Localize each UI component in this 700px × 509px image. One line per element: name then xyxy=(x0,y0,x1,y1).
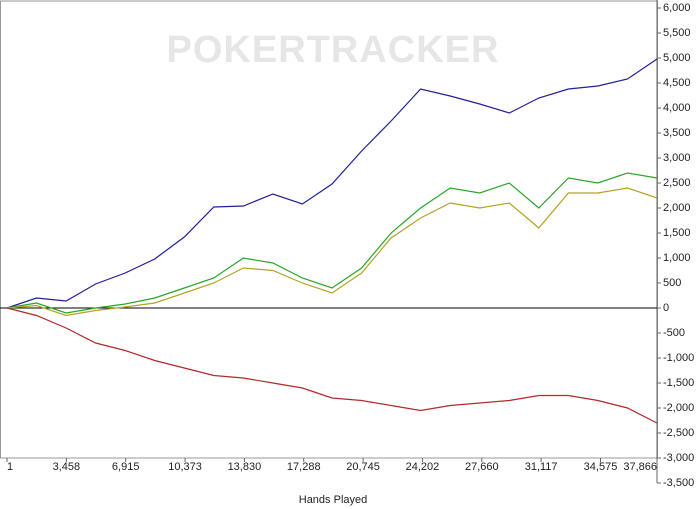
y-tick-label: 3,000 xyxy=(663,152,691,164)
y-tick-label: -500 xyxy=(663,327,685,339)
series-line xyxy=(6,187,658,317)
y-tick-label: 5,000 xyxy=(663,52,691,64)
y-tick-label: 2,000 xyxy=(663,202,691,214)
y-tick-label: 4,000 xyxy=(663,102,691,114)
y-tick-label: 0 xyxy=(663,302,669,314)
y-tick-label: 6,000 xyxy=(663,2,691,14)
y-tick-label: -2,500 xyxy=(663,427,694,439)
x-axis-label: Hands Played xyxy=(299,494,368,506)
watermark: POKERTRACKER xyxy=(167,29,500,71)
y-tick-label: -3,500 xyxy=(663,477,694,489)
x-tick-label: 10,373 xyxy=(168,461,202,473)
x-tick-label: 27,660 xyxy=(465,461,499,473)
x-tick-label: 31,117 xyxy=(525,461,558,473)
y-tick-label: 1,500 xyxy=(663,227,691,239)
x-tick-label: 24,202 xyxy=(406,461,440,473)
y-tick-label: -1,500 xyxy=(663,377,694,389)
y-tick-label: 500 xyxy=(663,277,681,289)
x-tick-label: 1 xyxy=(7,461,13,473)
y-tick-label: 1,000 xyxy=(663,252,691,264)
x-tick-label: 3,458 xyxy=(53,461,81,473)
series-line xyxy=(6,172,658,314)
y-tick-label: -3,000 xyxy=(663,452,694,464)
x-tick-label: 20,745 xyxy=(346,461,380,473)
y-tick-label: 2,500 xyxy=(663,177,691,189)
x-tick-label: 34,575 xyxy=(584,461,618,473)
y-tick-label: 5,500 xyxy=(663,27,691,39)
series-line xyxy=(6,307,658,424)
x-tick-label: 37,866 xyxy=(623,461,657,473)
y-tick-label: 4,500 xyxy=(663,77,691,89)
x-tick-label: 17,288 xyxy=(287,461,321,473)
x-tick-label: 6,915 xyxy=(112,461,140,473)
y-tick-label: -1,000 xyxy=(663,352,694,364)
x-tick-label: 13,830 xyxy=(228,461,262,473)
y-tick-label: -2,000 xyxy=(663,402,694,414)
series-line xyxy=(6,58,658,309)
y-tick-label: 3,500 xyxy=(663,127,691,139)
